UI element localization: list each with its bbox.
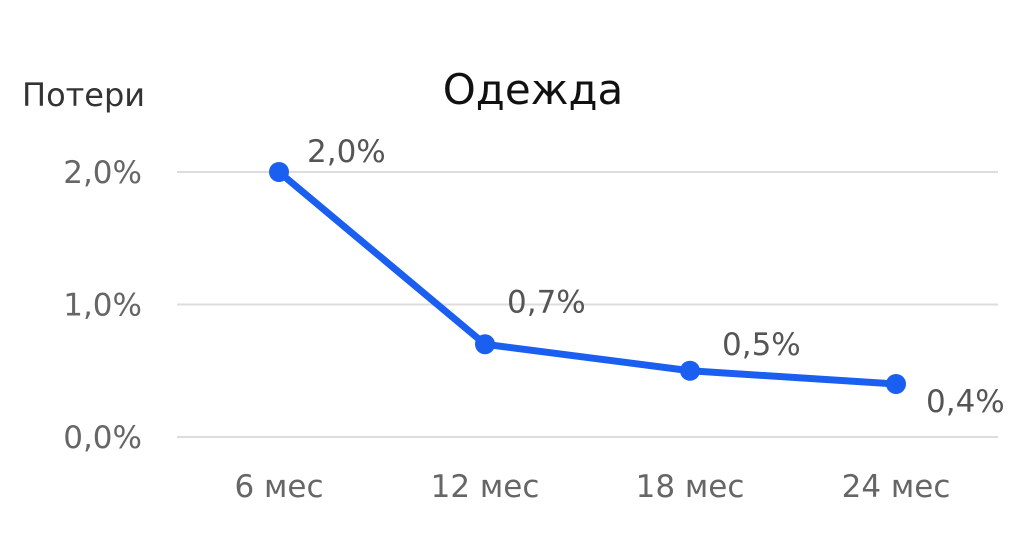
series-line [275, 168, 900, 388]
data-label: 0,5% [722, 327, 801, 363]
series-values: 2,0% 0,7% 0,5% 0,4% [269, 134, 1005, 420]
chart-title: Одежда [443, 65, 624, 114]
y-axis-label: Потери [22, 76, 145, 114]
data-point [680, 360, 700, 381]
y-tick-labels: 0,0% 1,0% 2,0% [63, 155, 142, 456]
x-tick-label: 12 мес [431, 469, 540, 505]
data-label: 2,0% [307, 134, 386, 170]
data-point [269, 162, 289, 182]
data-point [475, 334, 495, 355]
data-label: 0,7% [507, 284, 586, 320]
x-tick-label: 6 мес [234, 469, 323, 505]
x-tick-label: 24 мес [842, 469, 951, 505]
y-tick-label: 1,0% [63, 288, 142, 324]
data-label: 0,4% [926, 384, 1005, 420]
grid-lines [177, 171, 998, 438]
y-tick-label: 0,0% [63, 420, 142, 456]
x-tick-labels: 6 мес 12 мес 18 мес 24 мес [234, 469, 950, 505]
x-tick-label: 18 мес [636, 469, 745, 505]
y-tick-label: 2,0% [63, 155, 142, 191]
data-point [886, 374, 906, 394]
